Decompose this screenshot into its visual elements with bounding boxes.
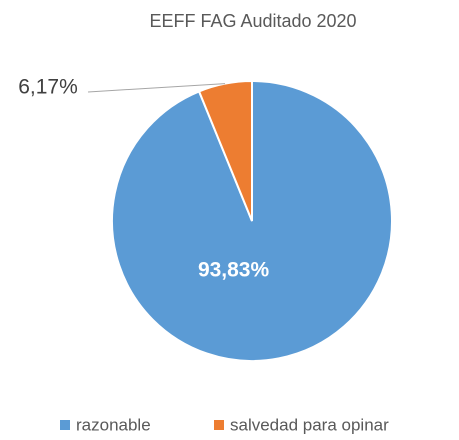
data-label: 93,83% — [198, 258, 270, 281]
legend-label: razonable — [76, 415, 151, 434]
legend-swatch — [214, 420, 224, 430]
legend-label: salvedad para opinar — [230, 415, 389, 434]
leader-line — [87, 83, 226, 93]
legend-swatch — [60, 420, 70, 430]
chart-title: EEFF FAG Auditado 2020 — [149, 11, 356, 31]
data-label: 6,17% — [18, 76, 78, 99]
